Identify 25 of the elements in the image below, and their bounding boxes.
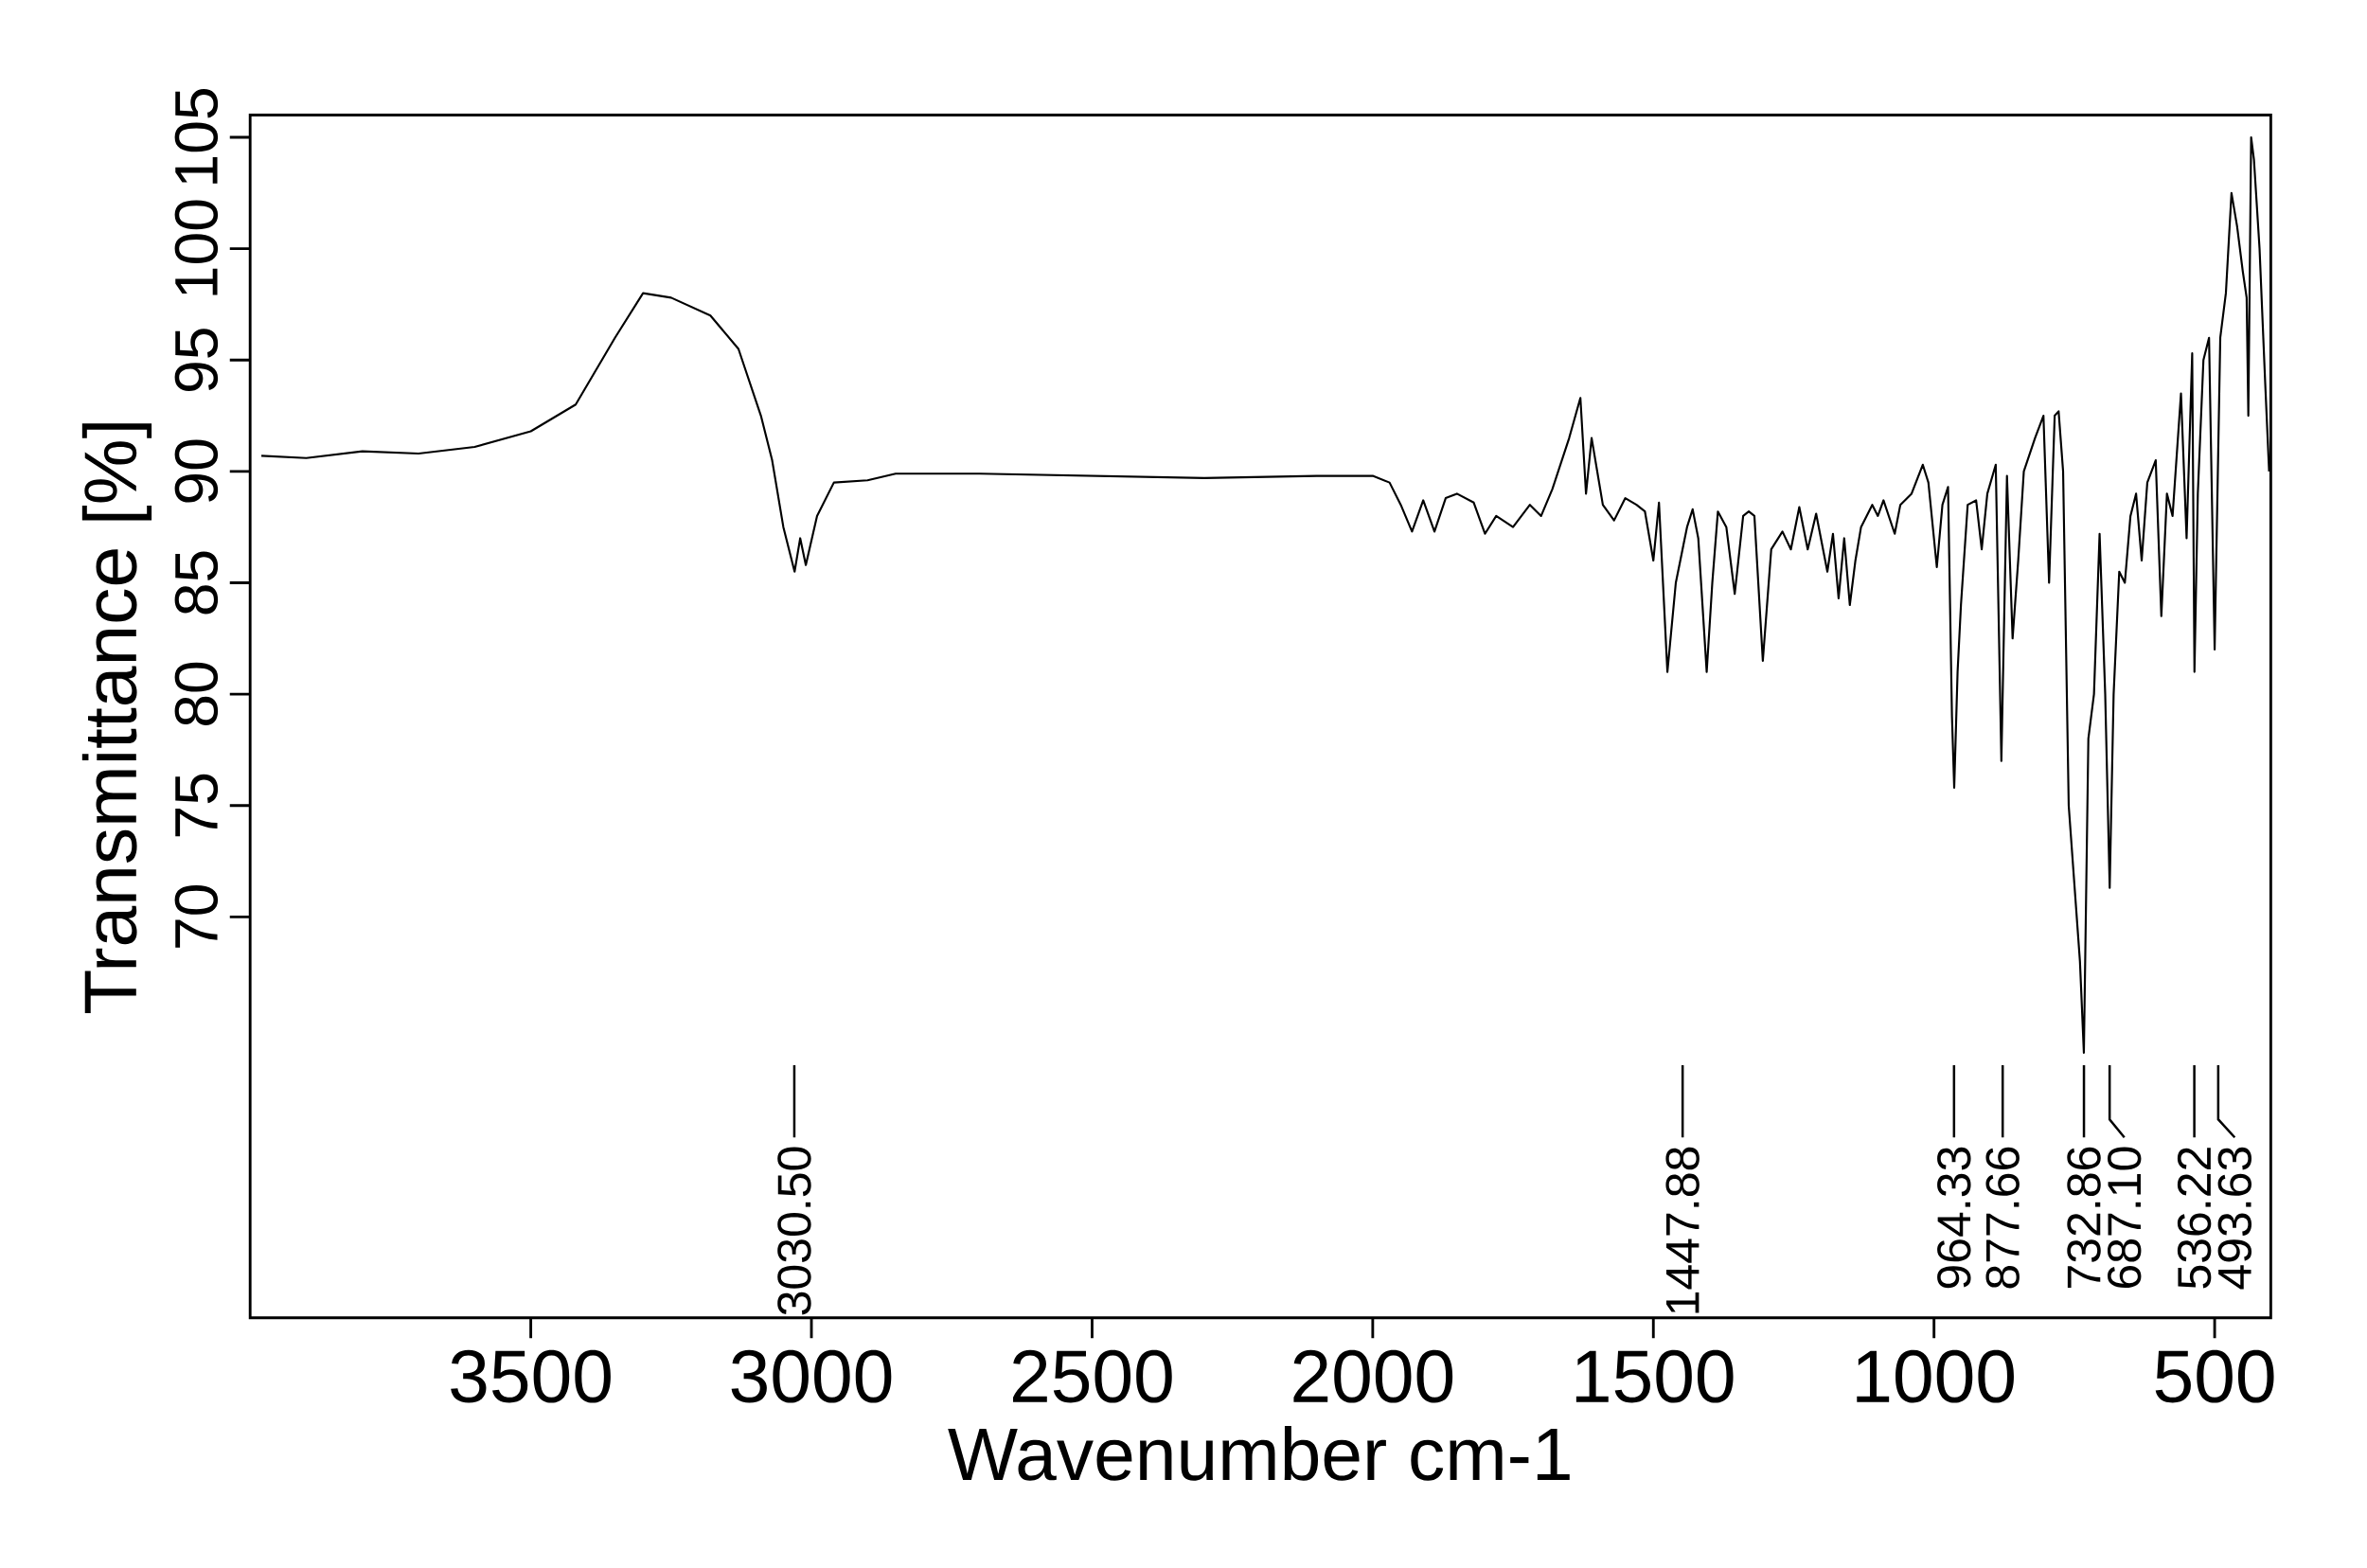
ref-line-label: 687.10 [2107,1147,2142,1289]
x-tick-label: 3500 [451,1349,611,1403]
ref-line-label: 732.86 [2067,1147,2101,1289]
ref-line-label: 1447.88 [1665,1147,1700,1313]
y-tick-label: 70 [174,885,219,948]
x-tick-label: 1000 [1857,1349,2014,1403]
x-tick-label: 2500 [1013,1349,1172,1403]
ref-line-label: 3030.50 [777,1147,811,1315]
y-tick-label: 75 [175,774,219,837]
y-axis-title: Transmittance [%] [81,423,152,1013]
ref-line-label: 877.66 [1985,1147,2020,1289]
x-tick-label: 2000 [1293,1349,1453,1403]
x-tick-label: 500 [2155,1349,2274,1403]
y-tick-label: 80 [174,662,219,726]
x-tick-label: 1500 [1575,1349,1734,1403]
y-tick-label: 90 [174,439,219,503]
ref-line-label: 493.63 [2217,1147,2252,1290]
y-tick-label: 100 [174,200,219,295]
x-tick-label: 3000 [731,1349,892,1403]
y-tick-label: 95 [174,329,219,391]
y-tick-label: 85 [174,551,219,615]
x-axis-title: Wavenumber cm-1 [948,1425,1570,1481]
y-tick-label: 105 [174,89,219,184]
ref-line-label: 964.33 [1937,1147,1971,1289]
ref-line-label: 536.22 [2177,1148,2212,1289]
